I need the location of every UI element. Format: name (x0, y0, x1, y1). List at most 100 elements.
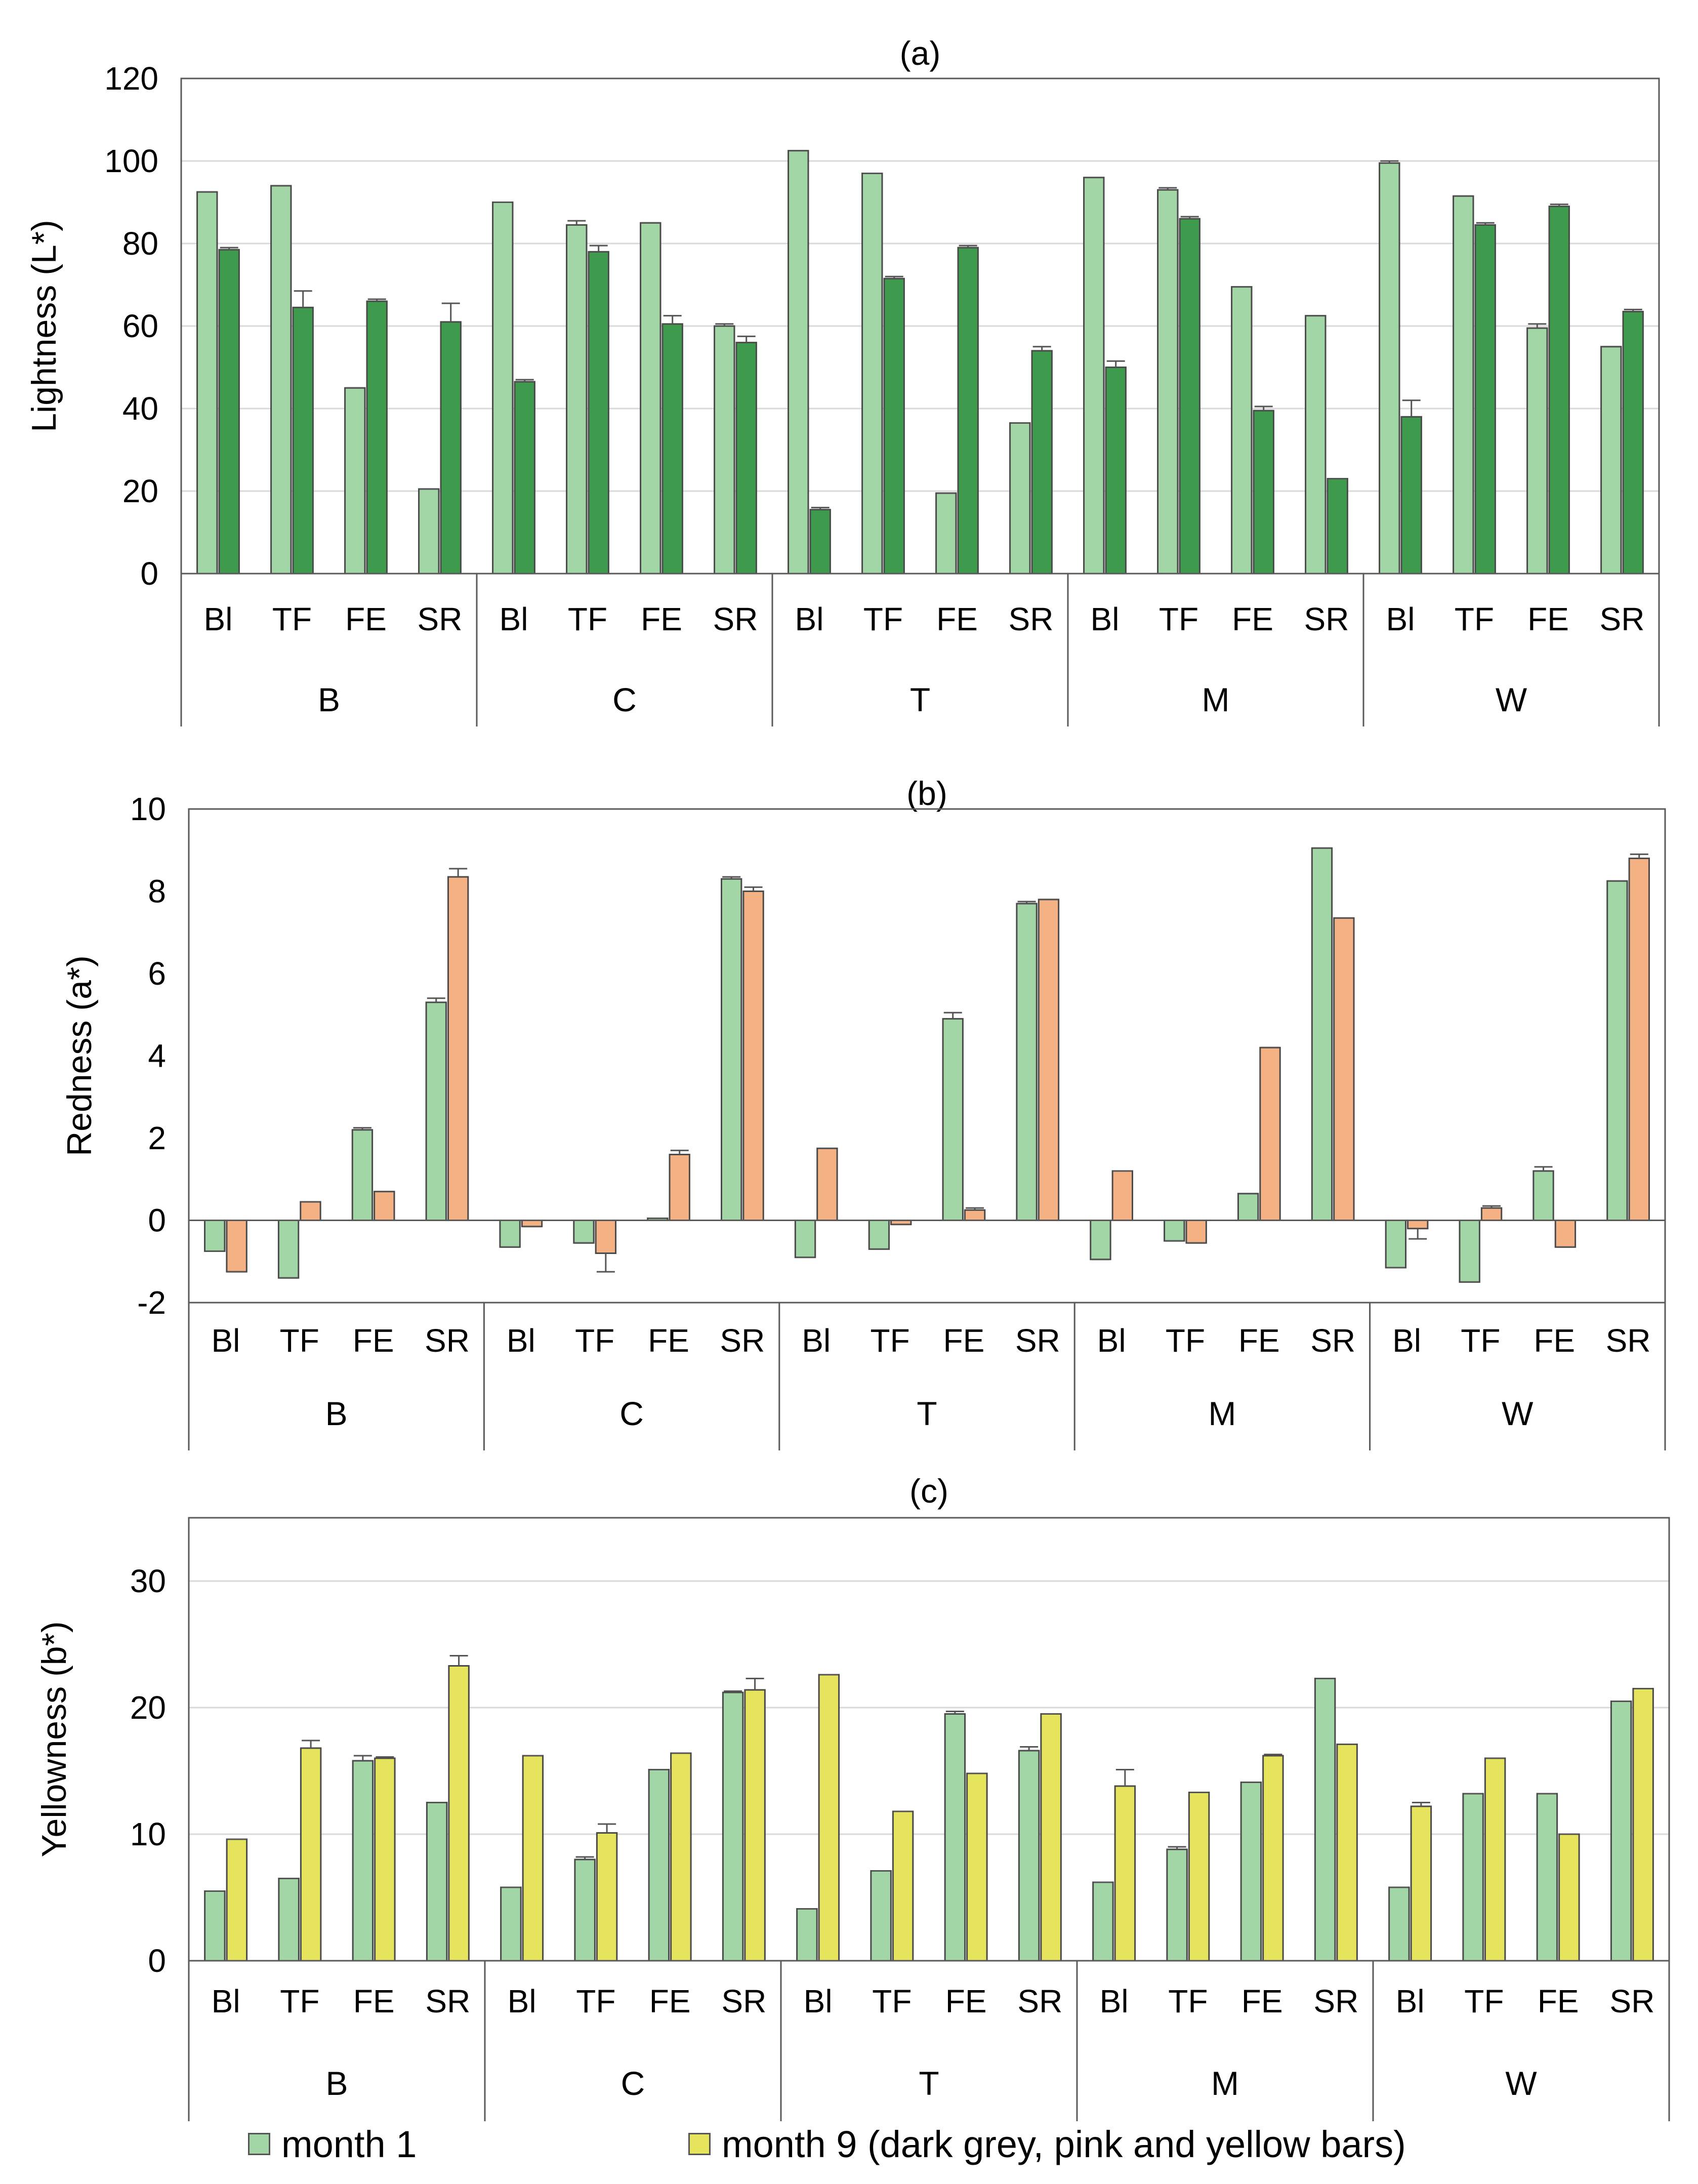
category-label-FE: FE (1241, 1983, 1283, 2019)
bar-month-1-C-SR (720, 878, 742, 1221)
bar-month-9-M-FE (1259, 1046, 1281, 1221)
group-label-M: M (1208, 1395, 1236, 1432)
category-label-FE: FE (641, 601, 682, 637)
bar-month-9-C-SR (744, 1689, 766, 1962)
y-tick-label: 0 (148, 1202, 166, 1239)
bar-month-1-C-FE (640, 222, 661, 575)
bar-month-9-T-SR (1031, 350, 1053, 575)
bar-month-9-C-FE (661, 323, 683, 575)
category-label-TF: TF (872, 1983, 912, 2019)
chart-title: (a) (900, 34, 941, 72)
bar-month-1-B-SR (426, 1802, 448, 1962)
bar-month-1-T-TF (861, 172, 883, 575)
category-label-TF: TF (576, 1983, 615, 2019)
category-label-Bl: Bl (204, 601, 233, 637)
bar-month-1-M-FE (1231, 286, 1253, 575)
bar-month-9-T-TF (883, 277, 905, 575)
bar-month-1-M-FE (1240, 1782, 1262, 1962)
category-label-TF: TF (1168, 1983, 1208, 2019)
category-label-Bl: Bl (804, 1983, 833, 2019)
bar-month-9-M-Bl (1105, 367, 1127, 575)
y-tick-label: -2 (137, 1284, 166, 1321)
bar-month-9-B-FE (366, 300, 388, 575)
category-label-SR: SR (720, 1322, 765, 1359)
bar-month-1-B-FE (344, 387, 366, 575)
bar-month-1-W-TF (1459, 1220, 1480, 1283)
bar-month-1-W-SR (1606, 880, 1628, 1221)
category-label-Bl: Bl (507, 1322, 535, 1359)
chart-panel-1: 0 20 40 60 80 100 120 Lightness (L*) (a) Bl TF FE SR… (25, 34, 1660, 726)
bar-month-1-C-Bl (492, 201, 514, 575)
bar-month-9-B-SR (447, 876, 469, 1221)
chart-title: (b) (906, 775, 947, 812)
bar-month-9-M-Bl (1114, 1785, 1136, 1962)
category-label-Bl: Bl (1392, 1322, 1421, 1359)
bar-month-1-M-TF (1164, 1220, 1185, 1242)
bar-month-1-M-SR (1314, 1678, 1336, 1962)
group-label-W: W (1496, 681, 1527, 718)
bar-month-1-T-FE (944, 1713, 966, 1962)
category-label-Bl: Bl (212, 1983, 240, 2019)
y-axis-label: Yellowness (b*) (35, 1621, 73, 1857)
bar-month-1-C-FE (648, 1769, 670, 1962)
bar-month-1-C-Bl (500, 1886, 522, 1962)
category-label-TF: TF (280, 1322, 319, 1359)
plot-frame (188, 808, 1666, 1304)
bar-month-1-T-SR (1016, 903, 1038, 1221)
bar-month-1-C-SR (714, 325, 735, 575)
group-label-W: W (1505, 2065, 1537, 2102)
bar-month-9-T-SR (1038, 899, 1060, 1221)
category-label-FE: FE (1232, 601, 1273, 637)
bar-month-9-C-TF (588, 251, 609, 575)
bar-month-9-B-TF (292, 306, 314, 575)
y-tick-label: 6 (148, 955, 166, 992)
bar-month-9-T-Bl (816, 1147, 838, 1221)
bar-month-1-W-SR (1600, 346, 1622, 575)
y-tick-label: 4 (148, 1038, 166, 1074)
bar-month-1-B-Bl (204, 1890, 226, 1962)
category-label-FE: FE (1527, 601, 1569, 637)
bar-month-1-C-Bl (499, 1220, 521, 1248)
bar-month-1-C-TF (566, 224, 588, 575)
bar-month-9-B-Bl (218, 249, 240, 575)
bar-month-9-W-SR (1632, 1688, 1654, 1962)
category-label-Bl: Bl (500, 601, 528, 637)
chart-panel-3: 0 10 20 30 Yellowness (b*) (c) Bl TF FE SR B Bl TF FE… (35, 1472, 1670, 2121)
bar-month-1-M-Bl (1083, 177, 1105, 575)
category-label-TF: TF (1455, 601, 1494, 637)
bar-month-1-B-SR (425, 1001, 447, 1221)
category-label-TF: TF (568, 601, 607, 637)
chart-title: (c) (909, 1472, 948, 1510)
legend-label-month-9: month 9 (dark grey, pink and yellow bars… (722, 2123, 1406, 2165)
bar-month-9-T-FE (966, 1772, 988, 1962)
y-axis-label: Lightness (L*) (25, 220, 63, 432)
bar-month-9-W-FE (1558, 1833, 1580, 1962)
bar-month-9-W-FE (1548, 206, 1570, 575)
y-tick-label: 20 (130, 1689, 166, 1726)
category-label-Bl: Bl (795, 601, 824, 637)
bar-month-1-M-SR (1311, 847, 1333, 1221)
bar-month-9-M-FE (1262, 1755, 1284, 1962)
bar-month-9-W-SR (1622, 310, 1644, 575)
bar-month-1-B-TF (278, 1878, 300, 1962)
bar-month-9-B-FE (374, 1191, 395, 1221)
bar-month-1-W-Bl (1385, 1220, 1407, 1269)
bar-month-9-B-FE (374, 1757, 396, 1962)
category-label-Bl: Bl (1091, 601, 1120, 637)
bar-month-9-T-SR (1040, 1713, 1062, 1962)
category-label-Bl: Bl (802, 1322, 831, 1359)
category-label-Bl: Bl (1396, 1983, 1425, 2019)
y-tick-label: 20 (122, 473, 158, 509)
bar-month-1-T-SR (1018, 1750, 1040, 1962)
group-label-M: M (1211, 2065, 1239, 2102)
legend-item-month-9: month 9 (dark grey, pink and yellow bars… (688, 2116, 1406, 2172)
category-label-TF: TF (575, 1322, 614, 1359)
y-tick-label: 0 (148, 1943, 166, 1979)
bar-month-1-M-SR (1305, 315, 1327, 575)
bar-month-9-C-FE (669, 1154, 690, 1221)
group-label-W: W (1502, 1395, 1534, 1432)
legend-swatch-month-9 (688, 2133, 711, 2155)
bar-month-1-T-TF (868, 1220, 890, 1250)
bar-month-1-T-Bl (796, 1908, 818, 1962)
bar-month-9-T-TF (892, 1810, 914, 1962)
